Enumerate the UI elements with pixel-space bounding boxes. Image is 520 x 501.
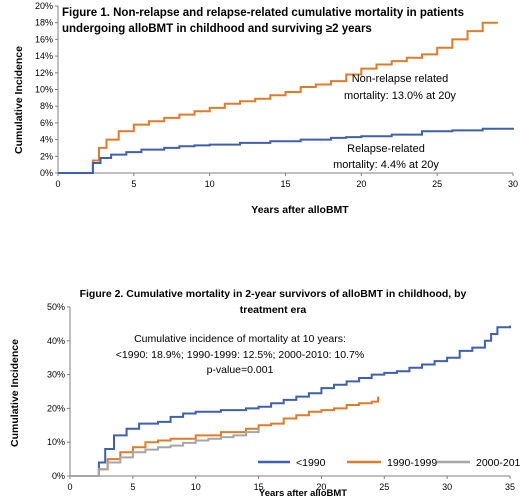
y-tick-label: 18% (35, 18, 53, 28)
chart-title-line: Figure 2. Cumulative mortality in 2-year… (80, 288, 467, 300)
legend-label: <1990 (296, 457, 326, 469)
chart-title-line: undergoing alloBMT in childhood and surv… (62, 23, 372, 35)
x-tick-label: 5 (131, 179, 136, 189)
annotation-line: Relapse-related (347, 143, 425, 155)
y-tick-label: 16% (35, 34, 53, 44)
x-tick-label: 10 (205, 179, 215, 189)
chart-2: 0% 10% 20% 30% 40% 50% 0 5 10 15 20 25 30 35 Figure 2.… (9, 288, 520, 499)
x-tick-label: 20 (356, 179, 366, 189)
annotation-line: mortality: 13.0% at 20y (344, 90, 456, 102)
x-tick-label: 15 (254, 482, 264, 492)
y-tick-label: 50% (47, 302, 65, 312)
y-tick-label: 12% (35, 68, 53, 78)
y-tick-label: 0% (52, 471, 65, 481)
y-tick-label: 30% (47, 370, 65, 380)
series-line-1 (58, 21, 498, 174)
legend-label: 1990-1999 (387, 457, 437, 469)
annotation-line: mortality: 4.4% at 20y (333, 159, 439, 171)
chart-title-line: treatment era (240, 304, 307, 316)
y-tick-label: 14% (35, 51, 53, 61)
x-tick-label: 0 (55, 179, 60, 189)
y-tick-label: 4% (40, 135, 53, 145)
x-tick-label: 25 (432, 179, 442, 189)
x-tick-label: 30 (442, 482, 452, 492)
y-tick-label: 2% (40, 151, 53, 161)
y-tick-label: 10% (35, 85, 53, 95)
y-axis-label: Cumulative Incidence (13, 46, 25, 154)
annotation-line: <1990: 18.9%; 1990-1999: 12.5%; 2000-201… (116, 349, 364, 361)
x-tick-label: 5 (130, 482, 135, 492)
series-line-1 (70, 325, 511, 477)
x-tick-label: 20 (316, 482, 326, 492)
x-tick-label: 0 (67, 482, 72, 492)
y-tick-label: 20% (35, 1, 53, 11)
chart-1: 0% 2% 4% 6% 8% 10% 12% 14% 16% 18% 20% 0 5 10 15 20 25 30… (13, 1, 518, 216)
annotation-line: Cumulative incidence of mortality at 10 … (134, 333, 346, 345)
x-tick-label: 10 (191, 482, 201, 492)
series-line-2 (58, 127, 514, 174)
x-tick-label: 35 (505, 482, 515, 492)
y-tick-label: 10% (47, 437, 65, 447)
chart-title-line: Figure 1. Non-relapse and relapse-relate… (62, 7, 464, 19)
y-tick-label: 8% (40, 101, 53, 111)
annotation-line: Non-relapse related (352, 73, 449, 85)
series-line-3 (70, 428, 260, 477)
y-axis-label: Cumulative Incidence (9, 339, 21, 447)
y-tick-label: 40% (47, 336, 65, 346)
y-tick-label: 20% (47, 403, 65, 413)
y-tick-label: 0% (40, 168, 53, 178)
series-line-2 (70, 396, 379, 477)
legend-label: 2000-2010 (476, 457, 520, 469)
annotation-line: p-value=0.001 (207, 364, 274, 376)
y-tick-label: 6% (40, 118, 53, 128)
x-tick-label: 30 (508, 179, 518, 189)
x-axis-label: Years after alloBMT (251, 204, 349, 216)
x-tick-label: 15 (280, 179, 290, 189)
x-tick-label: 25 (379, 482, 389, 492)
x-axis-label: Years after alloBMT (259, 488, 347, 499)
